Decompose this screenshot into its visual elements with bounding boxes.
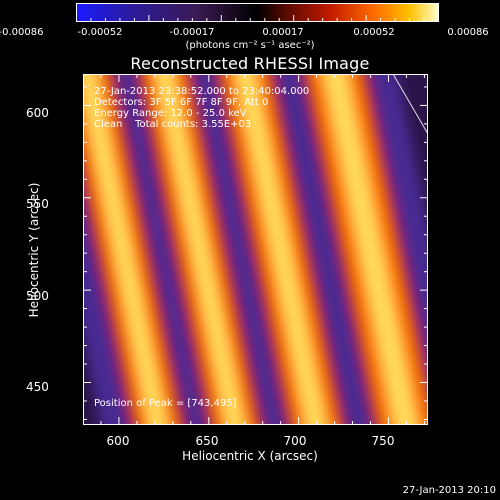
clean-total-counts: Clean Total counts: 3.55E+03 [94, 119, 252, 130]
x-tick-label: 600 [106, 434, 130, 448]
x-axis-label: Heliocentric X (arcsec) [182, 449, 318, 463]
y-axis-label: Heliocentric Y (arcsec) [27, 182, 41, 318]
colorbar-unit-label: (photons cm⁻² s⁻¹ asec⁻²) [185, 40, 315, 51]
energy-range: Energy Range: 12.0 - 25.0 keV [94, 108, 247, 119]
y-tick-label: 550 [26, 197, 49, 211]
colorbar-tick-label: 0.00017 [262, 27, 304, 38]
footer-timestamp: 27-Jan-2013 20:10 [402, 485, 496, 496]
intensity-stripe-core [155, 74, 245, 425]
colorbar-tick-label: -0.00052 [77, 27, 123, 38]
colorbar-tick-label: -0.00086 [0, 27, 44, 38]
chart-title: Reconstructed RHESSI Image [130, 54, 370, 73]
intensity-valley [187, 74, 295, 425]
y-tick-label: 500 [26, 289, 49, 303]
y-tick-label: 600 [26, 106, 49, 120]
intensity-stripe-core [323, 74, 418, 425]
intensity-stripe-core [83, 74, 167, 425]
x-tick-label: 650 [195, 434, 219, 448]
x-tick-label: 700 [283, 434, 307, 448]
intensity-stripe-core [235, 74, 326, 425]
intensity-valley [272, 74, 380, 425]
observation-time: 27-Jan-2013 23:38:52.000 to 23:40:04.000 [94, 86, 310, 97]
colorbar-tick-label: -0.00017 [169, 27, 215, 38]
x-tick-label: 750 [371, 434, 395, 448]
peak-position: Position of Peak = [743,495] [94, 398, 237, 409]
colorbar-tick-label: 0.00052 [353, 27, 395, 38]
colorbar-tick-label: 0.00086 [447, 27, 489, 38]
y-tick-label: 450 [26, 380, 49, 394]
rhessi-image [83, 74, 428, 425]
colorbar [76, 3, 439, 22]
detectors-info: Detectors: 3F 5F 6F 7F 8F 9F, Att 0 [94, 97, 269, 108]
